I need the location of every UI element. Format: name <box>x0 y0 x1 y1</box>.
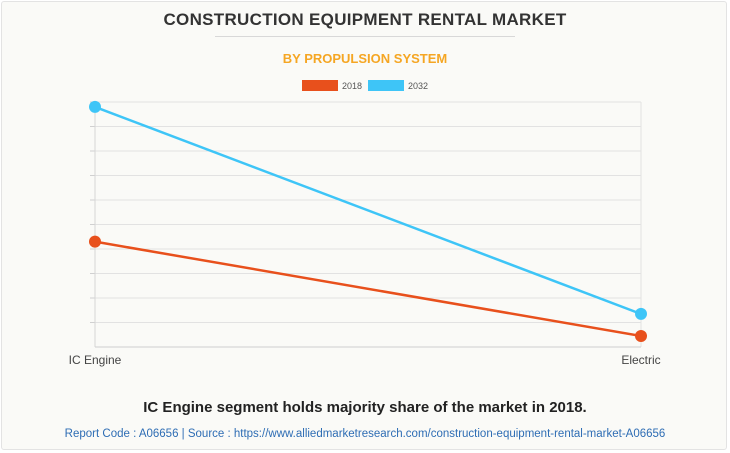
source-footer[interactable]: Report Code : A06656 | Source : https://… <box>64 428 666 440</box>
legend-label-2018: 2018 <box>341 80 362 91</box>
data-point-2018-electric <box>635 329 647 342</box>
legend-label-2032: 2032 <box>408 80 429 91</box>
series-line-2032 <box>94 105 642 316</box>
legend-item-2018[interactable]: 2018 <box>301 80 362 91</box>
data-point-2032-ic-engine <box>89 100 101 113</box>
legend-item-2032[interactable]: 2032 <box>368 80 428 91</box>
chart-caption: IC Engine segment holds majority share o… <box>143 399 587 416</box>
chart-subtitle: BY PROPULSION SYSTEM <box>282 51 448 66</box>
chart-legend: 2018 2032 <box>0 80 730 91</box>
title-divider <box>215 36 515 37</box>
series-line-2018 <box>94 240 642 338</box>
x-tick-label: IC Engine <box>69 353 122 367</box>
x-tick-label: Electric <box>621 353 660 367</box>
legend-swatch-2032 <box>368 80 404 91</box>
chart-title: CONSTRUCTION EQUIPMENT RENTAL MARKET <box>163 10 567 29</box>
data-point-2018-ic-engine <box>89 235 101 248</box>
legend-swatch-2018 <box>301 80 338 91</box>
data-point-2032-electric <box>635 307 647 320</box>
